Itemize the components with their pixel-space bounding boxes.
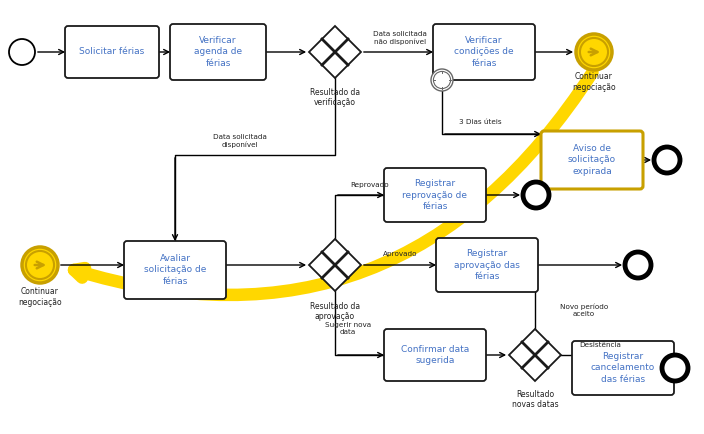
- Text: Confirmar data
sugerida: Confirmar data sugerida: [401, 345, 469, 365]
- FancyBboxPatch shape: [436, 238, 538, 292]
- FancyBboxPatch shape: [170, 24, 266, 80]
- Polygon shape: [509, 329, 561, 381]
- Circle shape: [576, 34, 612, 70]
- Text: Solicitar férias: Solicitar férias: [80, 47, 144, 56]
- FancyBboxPatch shape: [384, 168, 486, 222]
- Text: Registrar
cancelamento
das férias: Registrar cancelamento das férias: [591, 352, 655, 384]
- Text: Aviso de
solicitação
expirada: Aviso de solicitação expirada: [568, 145, 616, 176]
- Circle shape: [431, 69, 453, 91]
- Text: Novo período
aceito: Novo período aceito: [560, 303, 608, 317]
- Text: Resultado
novas datas: Resultado novas datas: [512, 390, 558, 409]
- Text: Data solicitada
não disponível: Data solicitada não disponível: [373, 31, 427, 45]
- Text: Verificar
agenda de
férias: Verificar agenda de férias: [194, 36, 242, 68]
- Polygon shape: [309, 239, 361, 291]
- FancyArrowPatch shape: [74, 72, 593, 295]
- Text: Sugerir nova
data: Sugerir nova data: [325, 322, 371, 335]
- Text: Reprovado: Reprovado: [351, 182, 389, 188]
- Text: Resultado da
aprovação: Resultado da aprovação: [310, 302, 360, 322]
- Circle shape: [654, 147, 680, 173]
- FancyBboxPatch shape: [124, 241, 226, 299]
- FancyBboxPatch shape: [384, 329, 486, 381]
- Text: Resultado da
verificação: Resultado da verificação: [310, 88, 360, 107]
- Circle shape: [9, 39, 35, 65]
- Text: Desistência: Desistência: [579, 342, 621, 348]
- Text: Continuar
negociação: Continuar negociação: [18, 287, 62, 307]
- FancyBboxPatch shape: [541, 131, 643, 189]
- Text: Avaliar
solicitação de
férias: Avaliar solicitação de férias: [144, 254, 206, 286]
- Text: Data solicitada
disponível: Data solicitada disponível: [213, 135, 267, 148]
- Text: Aprovado: Aprovado: [383, 251, 417, 257]
- Circle shape: [662, 355, 688, 381]
- Text: 3 Dias úteis: 3 Dias úteis: [459, 119, 501, 125]
- Text: Registrar
aprovação das
férias: Registrar aprovação das férias: [454, 250, 520, 281]
- Circle shape: [523, 182, 549, 208]
- Circle shape: [22, 247, 58, 283]
- Circle shape: [625, 252, 651, 278]
- Polygon shape: [309, 26, 361, 78]
- FancyBboxPatch shape: [572, 341, 674, 395]
- Text: Registrar
reprovação de
férias: Registrar reprovação de férias: [403, 179, 467, 210]
- Text: Continuar
negociação: Continuar negociação: [572, 72, 616, 92]
- FancyBboxPatch shape: [433, 24, 535, 80]
- FancyBboxPatch shape: [65, 26, 159, 78]
- Text: Verificar
condições de
férias: Verificar condições de férias: [454, 36, 514, 68]
